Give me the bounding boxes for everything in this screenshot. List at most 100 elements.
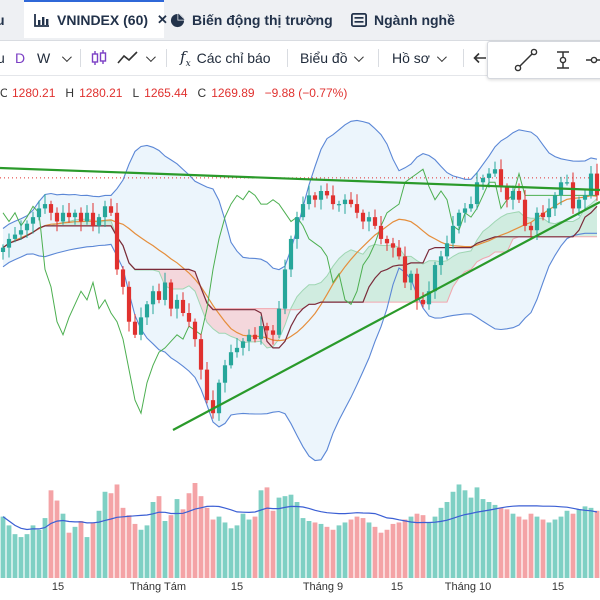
ohlc-change: −9.88 (−0.77%) <box>264 86 348 100</box>
candle-body <box>90 212 96 226</box>
line-chart-icon[interactable] <box>117 41 156 75</box>
profile-button[interactable]: Hồ sơ <box>392 41 447 75</box>
candle-body <box>138 317 144 335</box>
indicators-button[interactable]: fx Các chỉ báo <box>180 41 271 75</box>
volume-bar <box>282 496 288 578</box>
volume-bar <box>522 519 528 578</box>
candle-body <box>342 199 348 205</box>
volume-bar <box>462 490 468 578</box>
volume-bar <box>168 515 174 578</box>
tab-partial[interactable]: u <box>0 0 5 40</box>
price-chart[interactable] <box>0 100 600 578</box>
ohlc-low: L 1265.44 <box>132 86 188 100</box>
candle-body <box>474 182 480 205</box>
volume-bar <box>336 525 342 578</box>
volume-bar <box>246 519 252 578</box>
candle-body <box>384 238 390 244</box>
volume-bar <box>72 526 78 578</box>
tab-market-movement[interactable]: Biến động thị trường <box>170 0 333 40</box>
cloud-segment <box>483 226 489 259</box>
volume-bar <box>150 502 156 578</box>
volume-bar <box>570 513 576 578</box>
candle-body <box>360 212 366 222</box>
x-tick-label: 15 <box>51 581 65 593</box>
trend-line-icon[interactable] <box>514 48 538 77</box>
volume-bar <box>114 484 120 578</box>
candle-body <box>282 269 288 309</box>
volume-bar <box>198 496 204 578</box>
candle-body <box>240 341 246 348</box>
candle-body <box>252 334 258 340</box>
cloud-segment <box>369 244 375 303</box>
cloud-segment <box>351 249 357 303</box>
cloud-segment <box>237 308 243 343</box>
cloud-segment <box>561 221 567 237</box>
cloud-segment <box>315 282 321 305</box>
x-tick-label: Tháng 10 <box>444 581 492 593</box>
arrow-left-icon[interactable] <box>473 41 487 75</box>
tab-vnindex[interactable]: VNINDEX (60) ✕ <box>24 0 168 38</box>
chart-icon <box>34 13 50 27</box>
volume-bar <box>468 497 474 578</box>
volume-bar <box>144 525 150 578</box>
volume-bar <box>312 522 318 578</box>
interval-dropdown[interactable] <box>55 41 72 75</box>
volume-bar <box>66 532 72 578</box>
tab-label: VNINDEX (60) <box>57 12 149 28</box>
resistance-trendline <box>0 166 600 192</box>
volume-bar <box>390 523 396 578</box>
candle-body <box>120 269 126 287</box>
candle-body <box>366 217 372 222</box>
candle-body <box>570 182 576 209</box>
interval-d-button[interactable]: D <box>15 41 25 75</box>
cloud-segment <box>441 260 447 303</box>
vertical-line-icon[interactable] <box>551 48 575 77</box>
candle-body <box>144 304 150 318</box>
volume-bar <box>366 522 372 578</box>
candle-body <box>354 204 360 213</box>
candle-body <box>522 199 528 226</box>
candle-body <box>444 243 450 257</box>
candle-body <box>306 195 312 205</box>
volume-bar <box>108 493 114 578</box>
volume-bar <box>594 510 600 578</box>
function-icon: fx <box>180 47 191 69</box>
volume-moving-average <box>2 505 598 531</box>
tab-industries[interactable]: Ngành nghề <box>351 0 455 40</box>
volume-bar <box>516 516 522 578</box>
candle-body <box>582 195 588 200</box>
volume-bar <box>0 516 6 578</box>
interval-w-button[interactable]: W <box>37 41 50 75</box>
candle-body <box>6 238 12 248</box>
x-tick-label: Tháng 9 <box>302 581 344 593</box>
interval-partial[interactable]: u <box>0 41 5 75</box>
volume-bar <box>396 522 402 578</box>
candle-body <box>534 212 540 231</box>
close-icon[interactable]: ✕ <box>157 12 168 27</box>
candle-body <box>324 191 330 196</box>
candle-body <box>186 313 192 322</box>
volume-bar <box>528 513 534 578</box>
candlestick-icon[interactable] <box>90 41 108 75</box>
volume-bar <box>186 493 192 578</box>
volume-bar <box>558 516 564 578</box>
volume-bar <box>294 502 300 578</box>
candle-body <box>288 238 294 270</box>
volume-bar <box>498 507 504 578</box>
candle-body <box>96 217 102 226</box>
bollinger-upper <box>2 119 598 271</box>
ohlc-open: O 1280.21 <box>0 86 56 100</box>
cloud-segment <box>303 284 309 309</box>
interval-label: u <box>0 50 5 66</box>
cloud-segment <box>177 269 183 290</box>
profile-label: Hồ sơ <box>392 50 430 66</box>
volume-bar <box>126 515 132 578</box>
horizontal-line-icon[interactable] <box>586 48 600 77</box>
volume-bar <box>444 502 450 578</box>
volume-bar <box>384 529 390 578</box>
x-tick-label: 15 <box>551 581 565 593</box>
candle-body <box>60 212 66 222</box>
charts-button[interactable]: Biểu đồ <box>300 41 365 75</box>
volume-bar <box>48 490 54 578</box>
candle-body <box>372 217 378 226</box>
